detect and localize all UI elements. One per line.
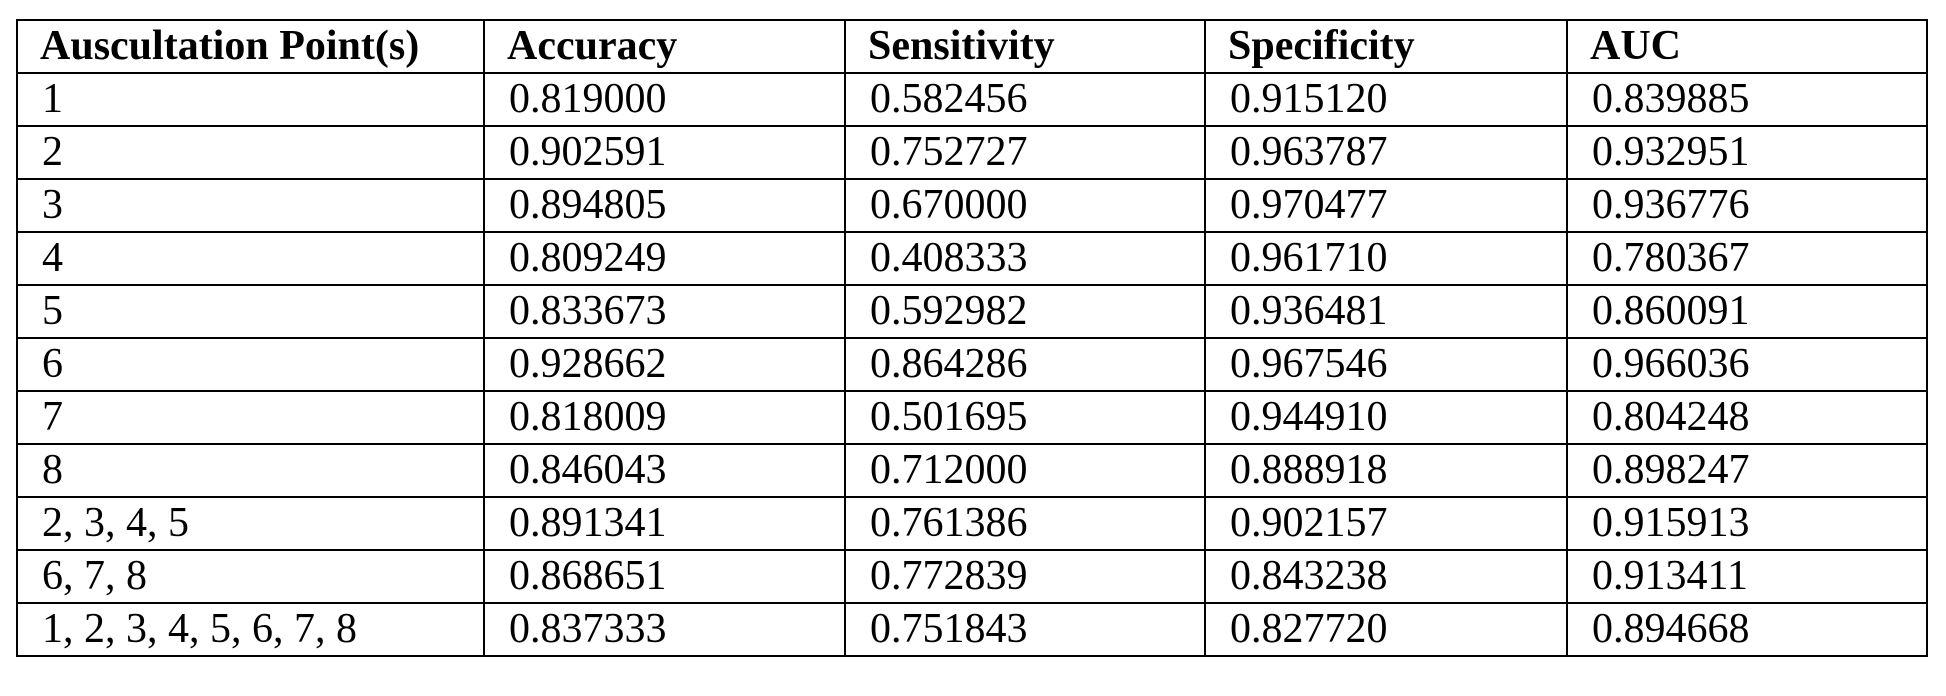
table-row: 1, 2, 3, 4, 5, 6, 7, 8 0.837333 0.751843 0.…	[16, 602, 1928, 657]
table-row: 4 0.809249 0.408333 0.961710 0.780367	[16, 231, 1928, 286]
table-cell: 0.752727	[844, 125, 1206, 180]
table-cell: 0.936776	[1566, 178, 1928, 233]
table-cell: 2	[16, 125, 485, 180]
table-cell: 0.928662	[483, 337, 846, 392]
table-cell: 0.712000	[844, 443, 1206, 498]
table-cell: 0.819000	[483, 72, 846, 127]
table-cell: 0.809249	[483, 231, 846, 286]
table-cell: 0.963787	[1204, 125, 1568, 180]
table-body: 1 0.819000 0.582456 0.915120 0.839885 2 0.9025…	[16, 72, 1928, 657]
table-cell: 0.888918	[1204, 443, 1568, 498]
table-cell: 0.761386	[844, 496, 1206, 551]
table-cell: 0.843238	[1204, 549, 1568, 604]
table-cell: 0.970477	[1204, 178, 1568, 233]
table-row: 2 0.902591 0.752727 0.963787 0.932951	[16, 125, 1928, 180]
table-row: 8 0.846043 0.712000 0.888918 0.898247	[16, 443, 1928, 498]
table-cell: 0.864286	[844, 337, 1206, 392]
table-cell: 0.818009	[483, 390, 846, 445]
table-cell: 8	[16, 443, 485, 498]
table-cell: 0.894668	[1566, 602, 1928, 657]
header-cell: Sensitivity	[844, 19, 1206, 74]
table-cell: 1, 2, 3, 4, 5, 6, 7, 8	[16, 602, 485, 657]
table-cell: 0.827720	[1204, 602, 1568, 657]
table-cell: 0.837333	[483, 602, 846, 657]
header-cell: Auscultation Point(s)	[16, 19, 485, 74]
header-cell: Accuracy	[483, 19, 846, 74]
table-cell: 0.868651	[483, 549, 846, 604]
table-row: 5 0.833673 0.592982 0.936481 0.860091	[16, 284, 1928, 339]
table-cell: 6, 7, 8	[16, 549, 485, 604]
table-cell: 0.408333	[844, 231, 1206, 286]
table-cell: 0.936481	[1204, 284, 1568, 339]
table-cell: 0.582456	[844, 72, 1206, 127]
table-row: 2, 3, 4, 5 0.891341 0.761386 0.902157 0.9159…	[16, 496, 1928, 551]
table-row: 3 0.894805 0.670000 0.970477 0.936776	[16, 178, 1928, 233]
table-cell: 0.915120	[1204, 72, 1568, 127]
table-cell: 0.944910	[1204, 390, 1568, 445]
table-cell: 0.670000	[844, 178, 1206, 233]
table-cell: 0.961710	[1204, 231, 1568, 286]
table-cell: 0.913411	[1566, 549, 1928, 604]
table-cell: 0.501695	[844, 390, 1206, 445]
table-cell: 3	[16, 178, 485, 233]
table-cell: 0.966036	[1566, 337, 1928, 392]
table-cell: 2, 3, 4, 5	[16, 496, 485, 551]
table-cell: 5	[16, 284, 485, 339]
table-cell: 0.780367	[1566, 231, 1928, 286]
table-cell: 0.891341	[483, 496, 846, 551]
table-cell: 0.846043	[483, 443, 846, 498]
table-cell: 1	[16, 72, 485, 127]
table-cell: 0.860091	[1566, 284, 1928, 339]
results-table: Auscultation Point(s) Accuracy Sensitivity…	[16, 19, 1928, 657]
table-cell: 0.804248	[1566, 390, 1928, 445]
table-cell: 0.839885	[1566, 72, 1928, 127]
table-cell: 7	[16, 390, 485, 445]
header-cell: AUC	[1566, 19, 1928, 74]
table-cell: 0.894805	[483, 178, 846, 233]
table-cell: 0.751843	[844, 602, 1206, 657]
table-row: 1 0.819000 0.582456 0.915120 0.839885	[16, 72, 1928, 127]
table-cell: 0.592982	[844, 284, 1206, 339]
table-cell: 0.915913	[1566, 496, 1928, 551]
table-row: 6, 7, 8 0.868651 0.772839 0.843238 0.913411	[16, 549, 1928, 604]
table-cell: 0.902157	[1204, 496, 1568, 551]
table-cell: 0.898247	[1566, 443, 1928, 498]
table-cell: 0.967546	[1204, 337, 1568, 392]
table-cell: 0.932951	[1566, 125, 1928, 180]
header-row: Auscultation Point(s) Accuracy Sensitivity…	[16, 19, 1928, 74]
table-cell: 0.833673	[483, 284, 846, 339]
table-row: 6 0.928662 0.864286 0.967546 0.966036	[16, 337, 1928, 392]
table-cell: 4	[16, 231, 485, 286]
table-cell: 0.772839	[844, 549, 1206, 604]
table-row: 7 0.818009 0.501695 0.944910 0.804248	[16, 390, 1928, 445]
header-cell: Specificity	[1204, 19, 1568, 74]
table-cell: 6	[16, 337, 485, 392]
table-cell: 0.902591	[483, 125, 846, 180]
